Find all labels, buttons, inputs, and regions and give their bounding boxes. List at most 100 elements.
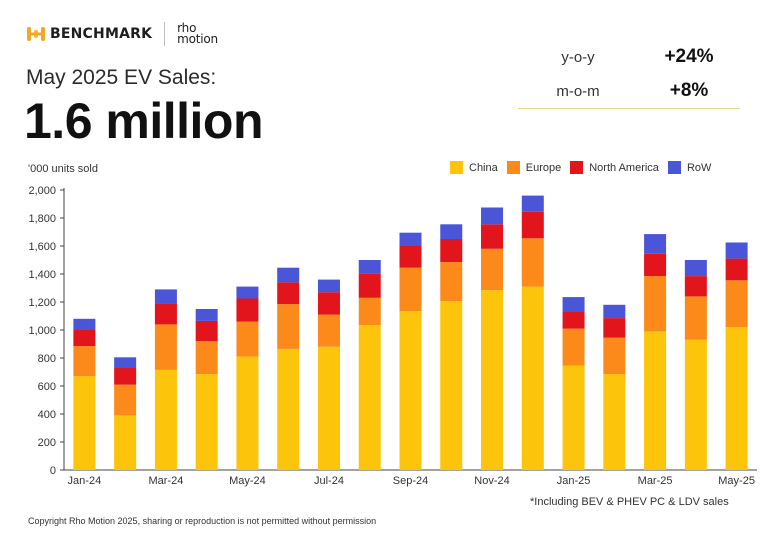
benchmark-logo-icon bbox=[27, 27, 45, 41]
brand-header: BENCHMARK rho motion bbox=[26, 22, 218, 46]
bar-china-mar-24 bbox=[154, 369, 177, 470]
legend-swatch-china bbox=[450, 161, 463, 174]
y-tick-label-1200: 1,200 bbox=[28, 297, 56, 309]
bar-row-mar-24 bbox=[154, 289, 177, 304]
bar-north-america-apr-25 bbox=[684, 276, 707, 297]
x-tick-label-sep-24: Sep-24 bbox=[393, 475, 428, 487]
bar-europe-feb-25 bbox=[603, 337, 626, 375]
chart-legend: China Europe North America RoW bbox=[450, 161, 720, 174]
bar-china-feb-25 bbox=[603, 374, 626, 470]
bar-row-may-24 bbox=[236, 286, 259, 299]
bar-china-oct-24 bbox=[440, 301, 463, 470]
legend-swatch-row bbox=[667, 161, 681, 174]
bar-north-america-feb-24 bbox=[114, 367, 137, 385]
bar-row-jan-25 bbox=[562, 297, 585, 312]
y-axis-unit-label: '000 units sold bbox=[28, 163, 98, 175]
bar-north-america-may-24 bbox=[236, 298, 259, 322]
bar-europe-aug-24 bbox=[358, 297, 381, 326]
bar-europe-feb-24 bbox=[114, 384, 137, 416]
bar-north-america-nov-24 bbox=[481, 224, 504, 249]
stat-value-yoy: +24% bbox=[664, 46, 714, 67]
page-headline: 1.6 million bbox=[24, 93, 264, 149]
bar-row-feb-24 bbox=[114, 357, 137, 368]
bar-europe-jun-24 bbox=[277, 304, 300, 349]
page-subtitle: May 2025 EV Sales: bbox=[26, 66, 217, 89]
legend-swatch-north-america bbox=[570, 161, 584, 174]
copyright-notice: Copyright Rho Motion 2025, sharing or re… bbox=[28, 516, 377, 526]
bar-europe-sep-24 bbox=[399, 267, 422, 312]
bar-europe-nov-24 bbox=[481, 248, 504, 291]
growth-stats: y-o-y +24% m-o-m +8% bbox=[518, 40, 740, 109]
bar-europe-may-24 bbox=[236, 321, 259, 357]
bar-china-apr-25 bbox=[684, 339, 707, 470]
bar-row-may-25 bbox=[725, 242, 748, 259]
bar-north-america-may-25 bbox=[725, 258, 748, 281]
benchmark-wordmark: BENCHMARK bbox=[50, 26, 153, 42]
bar-row-jan-24 bbox=[73, 318, 96, 330]
y-tick-label-1000: 1,000 bbox=[28, 325, 56, 337]
y-tick-label-200: 200 bbox=[38, 437, 56, 449]
bar-europe-may-25 bbox=[725, 280, 748, 328]
stat-label-yoy: y-o-y bbox=[561, 48, 595, 66]
y-tick-label-600: 600 bbox=[38, 381, 56, 393]
bar-north-america-feb-25 bbox=[603, 318, 626, 338]
bar-row-sep-24 bbox=[399, 232, 422, 246]
legend-swatch-europe bbox=[506, 161, 520, 174]
bar-row-nov-24 bbox=[481, 207, 504, 225]
bar-europe-dec-24 bbox=[521, 238, 544, 287]
rho-motion-line-1: rho bbox=[177, 21, 197, 35]
bar-china-nov-24 bbox=[481, 290, 504, 470]
bar-china-sep-24 bbox=[399, 311, 422, 470]
legend-item-row: RoW bbox=[667, 161, 711, 174]
bar-north-america-jun-24 bbox=[277, 282, 300, 305]
bar-china-feb-24 bbox=[114, 415, 137, 470]
bar-row-jun-24 bbox=[277, 267, 300, 283]
stat-value-mom: +8% bbox=[669, 80, 709, 101]
y-tick-label-800: 800 bbox=[38, 353, 56, 365]
bar-china-dec-24 bbox=[521, 286, 544, 470]
bar-north-america-oct-24 bbox=[440, 239, 463, 263]
bar-europe-apr-25 bbox=[684, 296, 707, 340]
bar-north-america-mar-25 bbox=[644, 253, 667, 277]
x-tick-label-jan-25: Jan-25 bbox=[557, 475, 591, 487]
bar-row-feb-25 bbox=[603, 304, 626, 319]
bar-europe-jan-25 bbox=[562, 328, 585, 366]
bar-china-apr-24 bbox=[195, 374, 218, 470]
bar-row-jul-24 bbox=[317, 279, 340, 293]
y-tick-label-1400: 1,400 bbox=[28, 269, 56, 281]
bar-china-may-25 bbox=[725, 327, 748, 470]
stat-label-mom: m-o-m bbox=[556, 82, 600, 100]
bar-china-jun-24 bbox=[277, 348, 300, 470]
y-tick-label-1600: 1,600 bbox=[28, 241, 56, 253]
y-tick-label-1800: 1,800 bbox=[28, 213, 56, 225]
rho-motion-line-2: motion bbox=[177, 32, 218, 46]
bar-europe-oct-24 bbox=[440, 262, 463, 302]
bar-china-mar-25 bbox=[644, 331, 667, 470]
rho-motion-logo: rho motion bbox=[177, 21, 218, 46]
bar-row-aug-24 bbox=[358, 260, 381, 274]
bar-row-dec-24 bbox=[521, 195, 544, 212]
bar-europe-jan-24 bbox=[73, 346, 96, 377]
bar-north-america-sep-24 bbox=[399, 246, 422, 268]
bar-row-oct-24 bbox=[440, 224, 463, 239]
bar-china-jan-24 bbox=[73, 376, 96, 470]
bar-europe-apr-24 bbox=[195, 341, 218, 375]
legend-label-north-america: North America bbox=[589, 161, 659, 174]
stats-underline bbox=[518, 108, 740, 109]
bar-europe-mar-25 bbox=[644, 276, 667, 332]
bar-north-america-mar-24 bbox=[154, 303, 177, 325]
bar-north-america-jan-25 bbox=[562, 311, 585, 329]
legend-item-europe: Europe bbox=[506, 161, 562, 174]
bar-north-america-dec-24 bbox=[521, 211, 544, 239]
bar-north-america-aug-24 bbox=[358, 273, 381, 298]
bar-row-mar-25 bbox=[644, 234, 667, 254]
legend-label-europe: Europe bbox=[525, 161, 562, 174]
bar-europe-jul-24 bbox=[317, 314, 340, 347]
legend-item-china: China bbox=[450, 161, 498, 174]
y-tick-label-2000: 2,000 bbox=[28, 185, 56, 197]
y-tick-label-400: 400 bbox=[38, 409, 56, 421]
stat-row-mom: m-o-m +8% bbox=[518, 74, 740, 108]
bar-china-jan-25 bbox=[562, 365, 585, 470]
bar-row-apr-24 bbox=[195, 309, 218, 321]
